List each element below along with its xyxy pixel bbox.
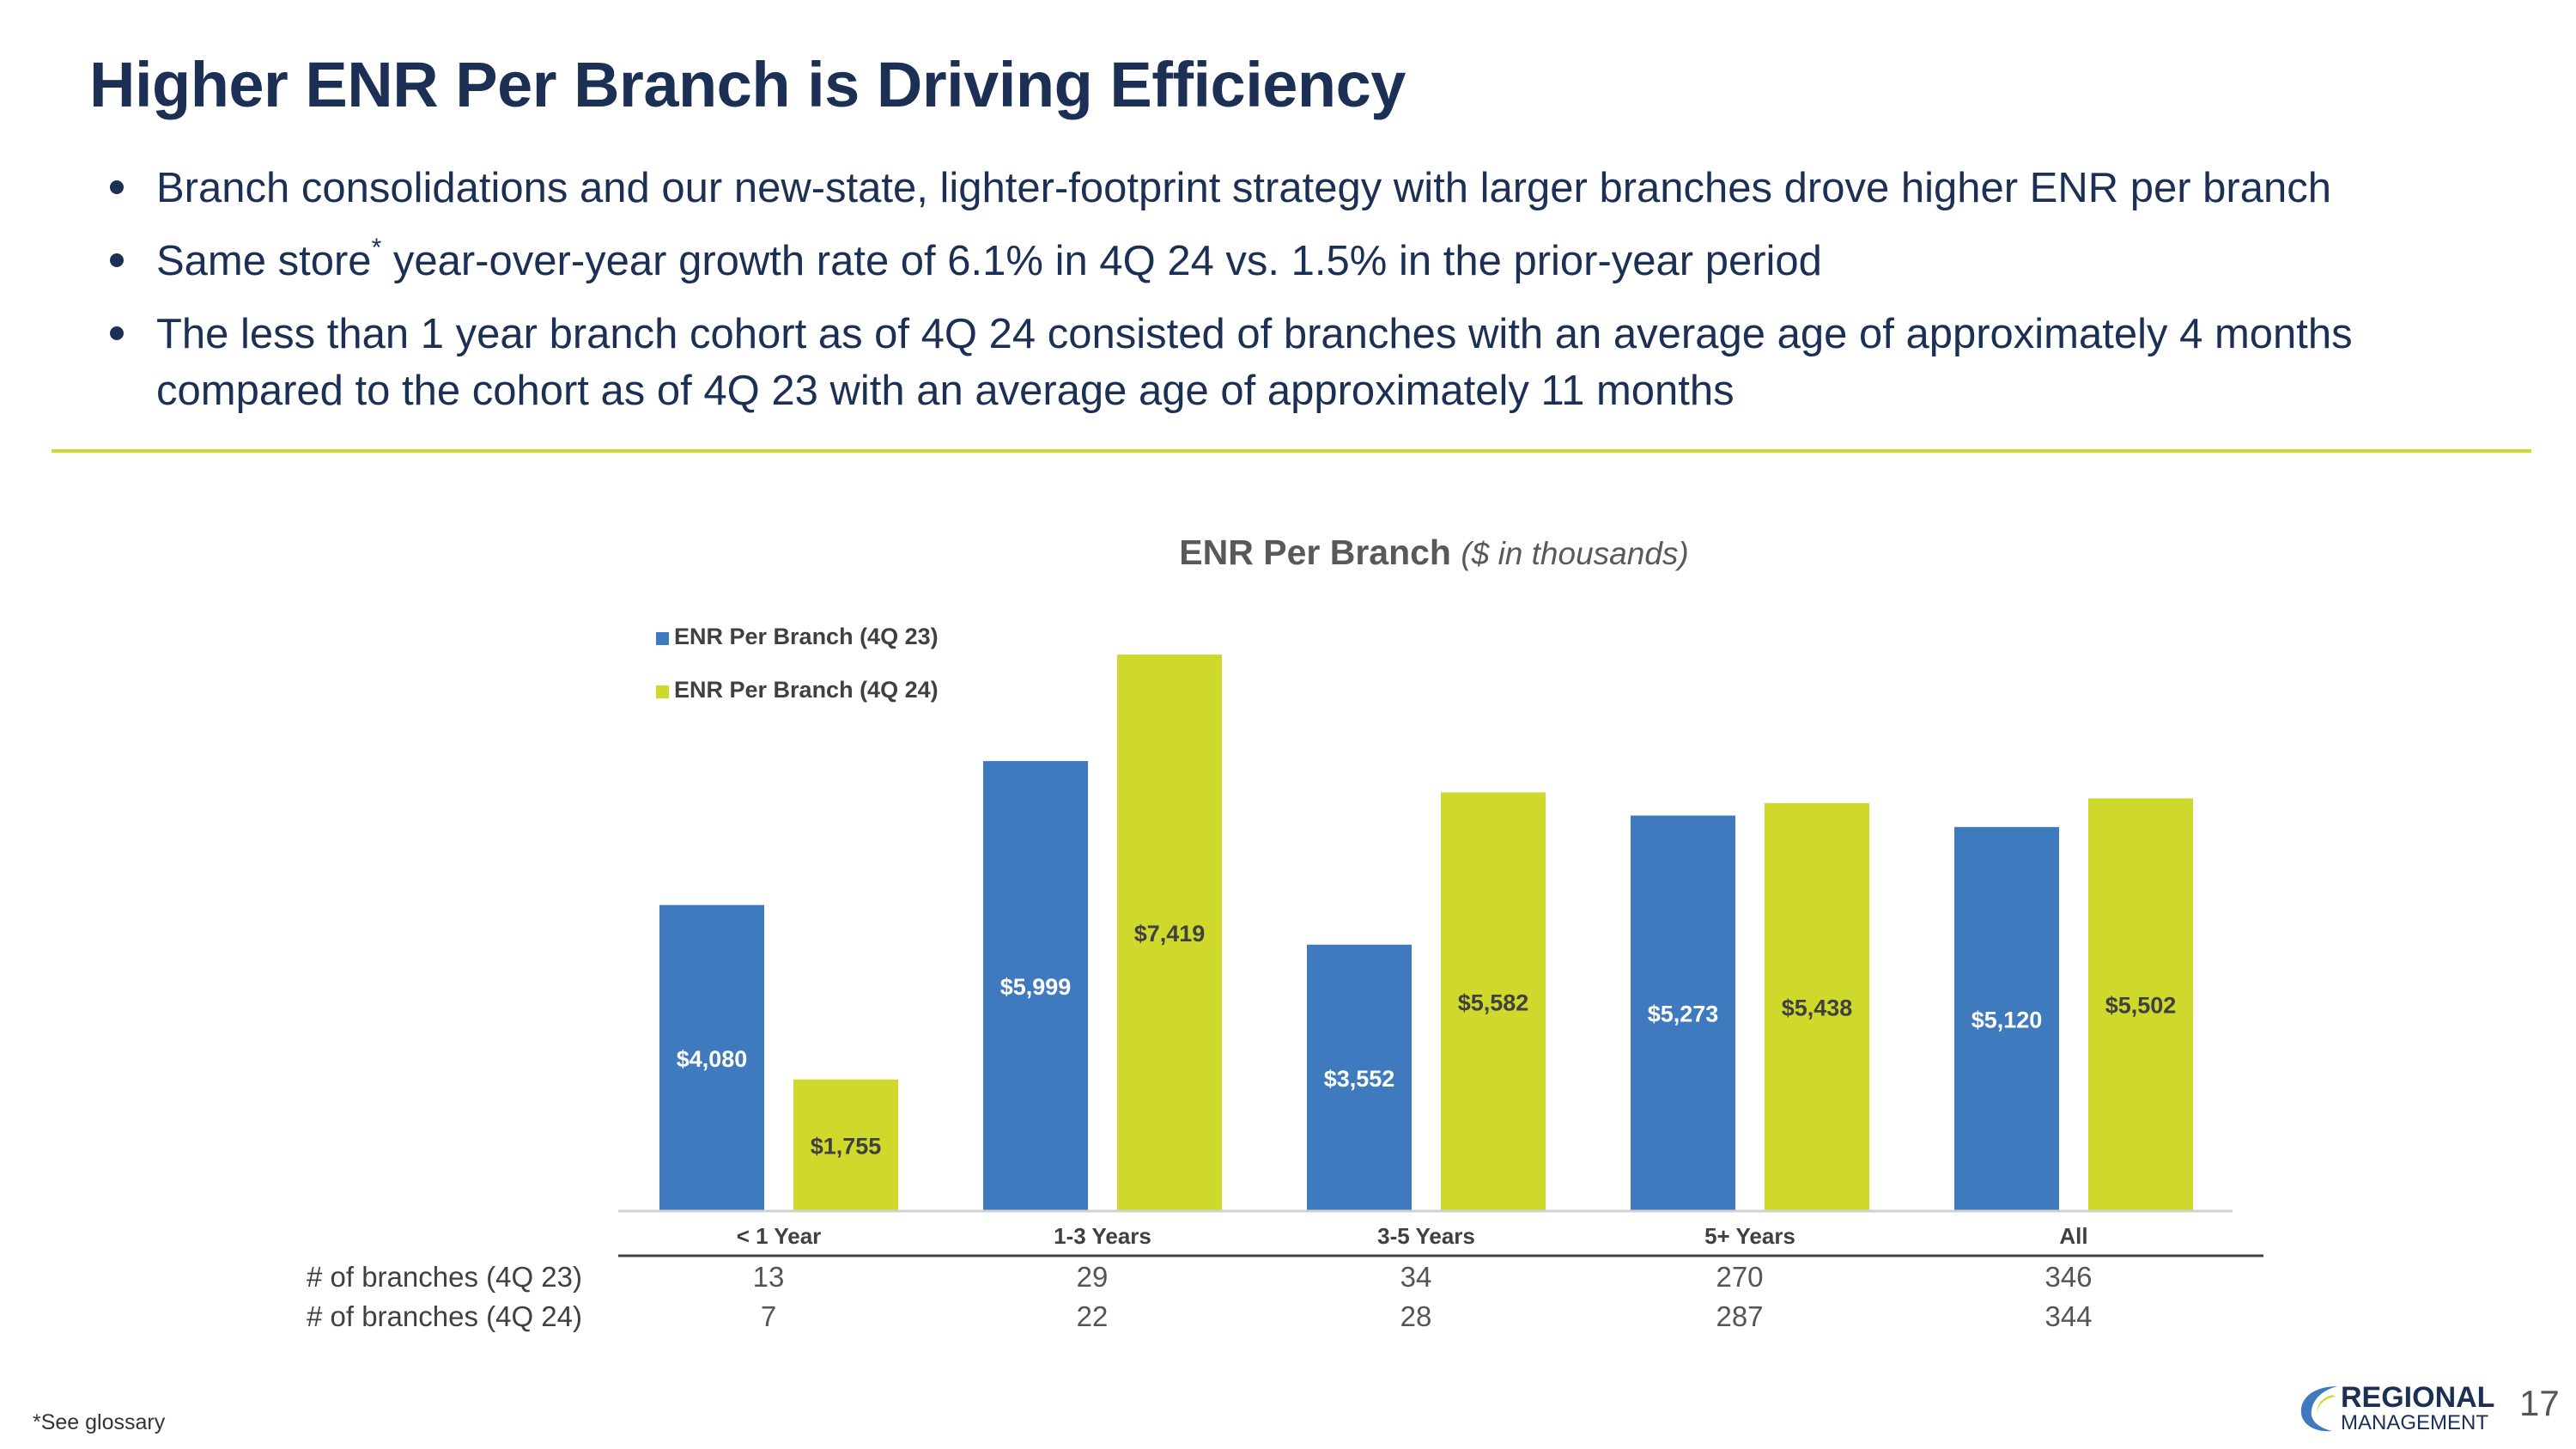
bar-4q23 — [1307, 944, 1412, 1211]
table-cell: 22 — [1077, 1300, 1109, 1332]
bar-4q24 — [1765, 803, 1869, 1211]
table-cell: 344 — [2044, 1300, 2092, 1332]
data-label: $7,419 — [1134, 921, 1206, 947]
footnote: *See glossary — [33, 1410, 166, 1434]
bar-4q23 — [983, 761, 1088, 1211]
divider-line — [52, 449, 2531, 453]
bar-4q24 — [2088, 798, 2193, 1211]
bullet-text: The less than 1 year branch cohort as of… — [156, 311, 2353, 414]
page-number: 17 — [2519, 1383, 2560, 1423]
asterisk-footnote-mark: * — [371, 234, 382, 262]
chart-title-unit: ($ in thousands) — [1461, 536, 1689, 571]
bullet-dot-icon — [110, 253, 124, 267]
bullet-text: Branch consolidations and our new-state,… — [156, 165, 2331, 211]
bullet-dot-icon — [110, 180, 124, 194]
bullet-list: Branch consolidations and our new-state,… — [103, 160, 2507, 435]
bullet-item: Same store* year-over-year growth rate o… — [103, 233, 2507, 289]
bullet-item: The less than 1 year branch cohort as of… — [103, 306, 2507, 419]
x-tick-label: 3-5 Years — [1377, 1223, 1475, 1249]
table-cell: 346 — [2044, 1261, 2092, 1293]
table-cell: 7 — [761, 1300, 776, 1332]
table-cell: 13 — [753, 1261, 785, 1293]
table-cell: 287 — [1716, 1300, 1763, 1332]
data-label: $5,273 — [1648, 1002, 1719, 1027]
bar-4q24 — [1117, 654, 1222, 1211]
legend-label: ENR Per Branch (4Q 23) — [674, 624, 939, 649]
data-label: $4,080 — [677, 1046, 748, 1072]
regional-management-logo: REGIONAL MANAGEMENT — [2300, 1381, 2494, 1434]
table-cell: 28 — [1400, 1300, 1432, 1332]
bar-4q23 — [1631, 815, 1735, 1211]
bar-4q23 — [659, 904, 764, 1211]
data-label: $5,999 — [1000, 974, 1072, 1000]
table-cell: 29 — [1077, 1261, 1109, 1293]
data-label: $5,120 — [1971, 1007, 2043, 1032]
logo-line1: REGIONAL — [2341, 1381, 2494, 1414]
table-row-label: # of branches (4Q 23) — [307, 1261, 582, 1293]
x-tick-label: 5+ Years — [1704, 1223, 1795, 1249]
bullet-text: year-over-year growth rate of 6.1% in 4Q… — [381, 238, 1822, 284]
logo-line2: MANAGEMENT — [2341, 1411, 2488, 1434]
x-tick-label: All — [2059, 1223, 2087, 1249]
legend-swatch — [656, 685, 669, 698]
page-title: Higher ENR Per Branch is Driving Efficie… — [89, 49, 1406, 120]
data-label: $5,438 — [1782, 995, 1853, 1021]
chart-title: ENR Per Branch ($ in thousands) — [859, 533, 2009, 573]
x-tick-label: 1-3 Years — [1054, 1223, 1151, 1249]
data-label: $5,582 — [1458, 989, 1529, 1015]
x-tick-label: < 1 Year — [737, 1223, 822, 1249]
data-label: $3,552 — [1324, 1066, 1395, 1092]
bar-4q24 — [793, 1079, 898, 1211]
data-label: $5,502 — [2105, 993, 2177, 1019]
legend-label: ENR Per Branch (4Q 24) — [674, 677, 939, 703]
bar-4q23 — [1954, 826, 2059, 1211]
table-row-label: # of branches (4Q 24) — [307, 1300, 582, 1332]
chart-title-main: ENR Per Branch — [1179, 533, 1451, 572]
legend-swatch — [656, 632, 669, 645]
table-cell: 270 — [1716, 1261, 1763, 1293]
bullet-text: Same store — [156, 238, 372, 284]
data-label: $1,755 — [811, 1133, 882, 1159]
bar-4q24 — [1441, 792, 1546, 1211]
bullet-dot-icon — [110, 326, 124, 340]
bullet-item: Branch consolidations and our new-state,… — [103, 160, 2507, 216]
table-cell: 34 — [1400, 1261, 1432, 1293]
